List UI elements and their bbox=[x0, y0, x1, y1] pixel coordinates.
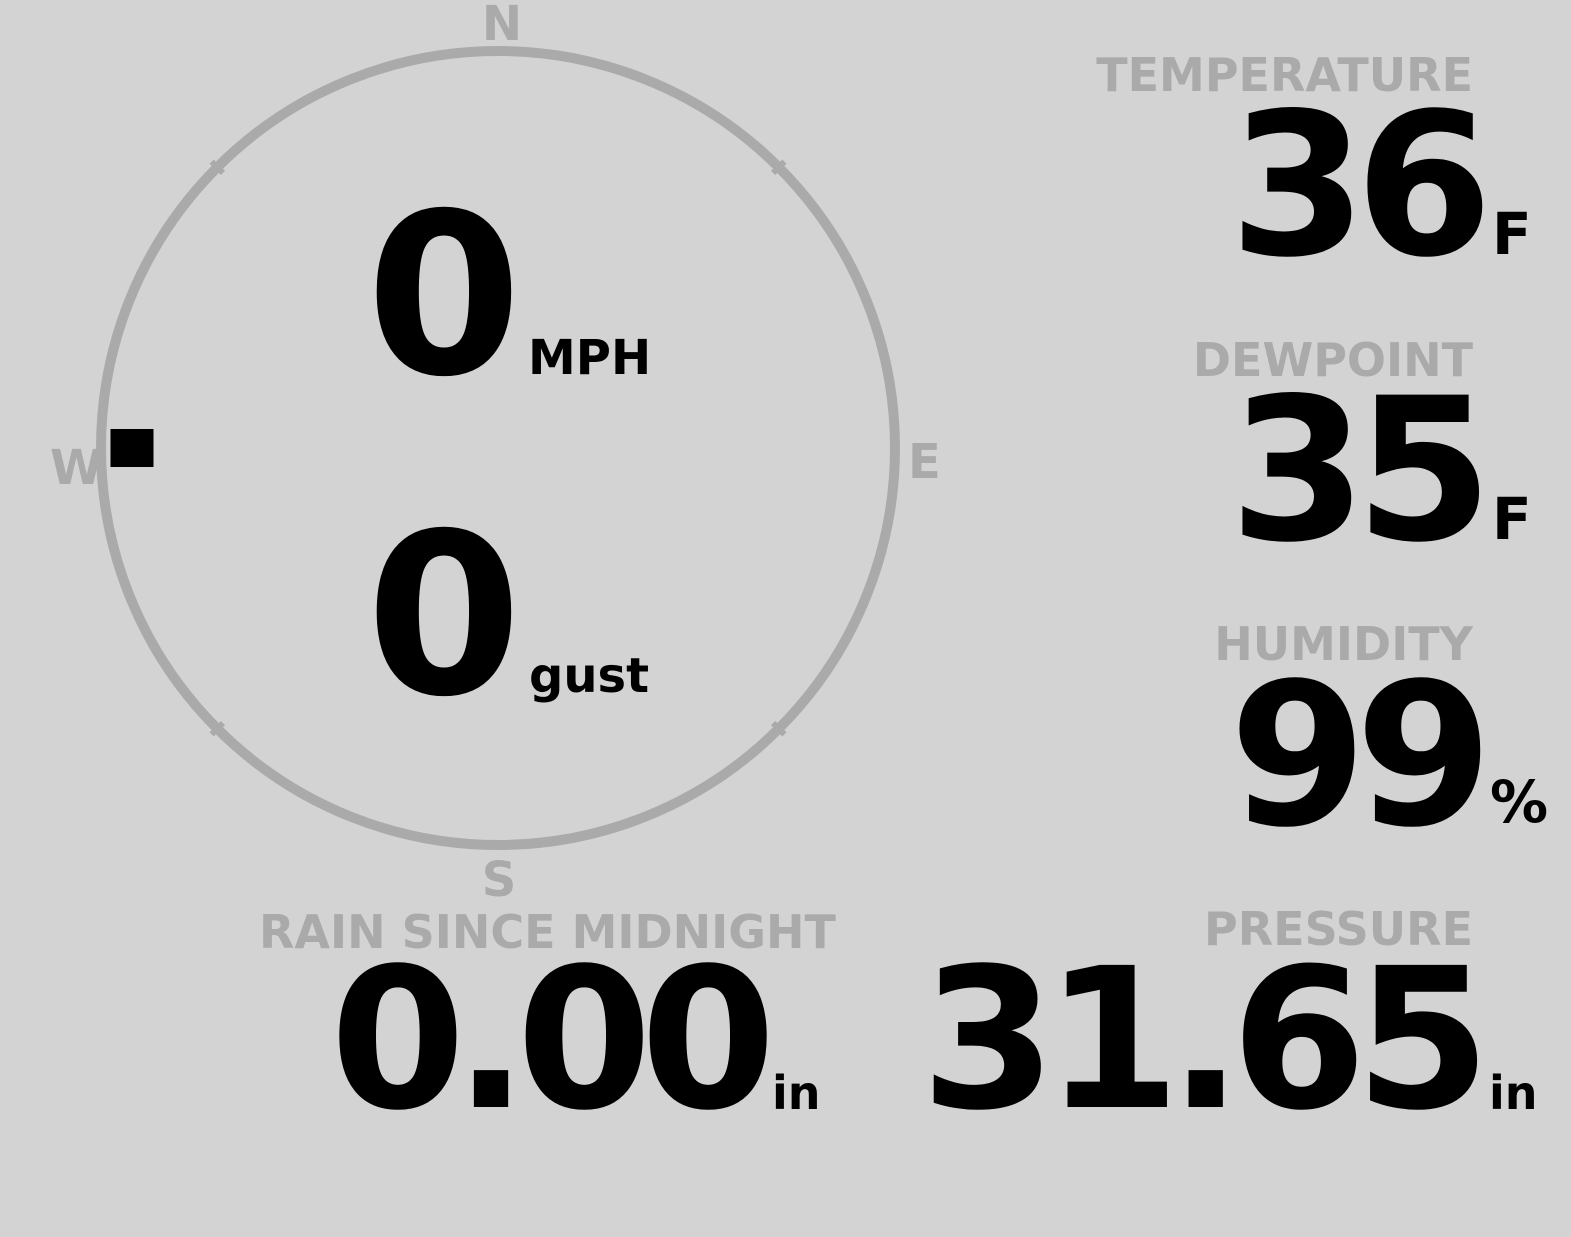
humidity-label: HUMIDITY bbox=[1214, 617, 1473, 671]
wind-gust-unit: gust bbox=[529, 648, 650, 704]
dewpoint-label: DEWPOINT bbox=[1192, 333, 1473, 387]
rain-label: RAIN SINCE MIDNIGHT bbox=[259, 905, 836, 959]
wind-gust-value: 0 bbox=[366, 485, 522, 746]
compass-west-label: W bbox=[50, 440, 103, 496]
wind-direction-pointer bbox=[110, 429, 154, 467]
pressure-value: 31.65 bbox=[920, 926, 1491, 1153]
compass-tick bbox=[209, 159, 226, 176]
humidity-unit: % bbox=[1490, 768, 1549, 836]
pressure-label: PRESSURE bbox=[1204, 902, 1473, 956]
compass-tick bbox=[770, 159, 787, 176]
dewpoint-value: 35 bbox=[1229, 355, 1493, 586]
compass-south-label: S bbox=[481, 852, 517, 908]
wind-speed-value: 0 bbox=[366, 165, 522, 426]
temperature-unit: F bbox=[1492, 200, 1532, 268]
rain-value: 0.00 bbox=[330, 926, 776, 1153]
temperature-label: TEMPERATURE bbox=[1096, 48, 1473, 102]
dewpoint-unit: F bbox=[1492, 485, 1532, 553]
wind-compass-dial bbox=[96, 46, 900, 850]
compass-north-label: N bbox=[481, 0, 523, 52]
compass-ring bbox=[96, 46, 900, 850]
compass-east-label: E bbox=[908, 434, 941, 490]
wind-speed-unit: MPH bbox=[528, 330, 652, 386]
compass-tick bbox=[209, 720, 226, 737]
temperature-value: 36 bbox=[1229, 70, 1493, 301]
humidity-value: 99 bbox=[1229, 640, 1493, 871]
compass-tick bbox=[770, 720, 787, 737]
rain-unit: in bbox=[772, 1066, 821, 1120]
pressure-unit: in bbox=[1489, 1066, 1538, 1120]
